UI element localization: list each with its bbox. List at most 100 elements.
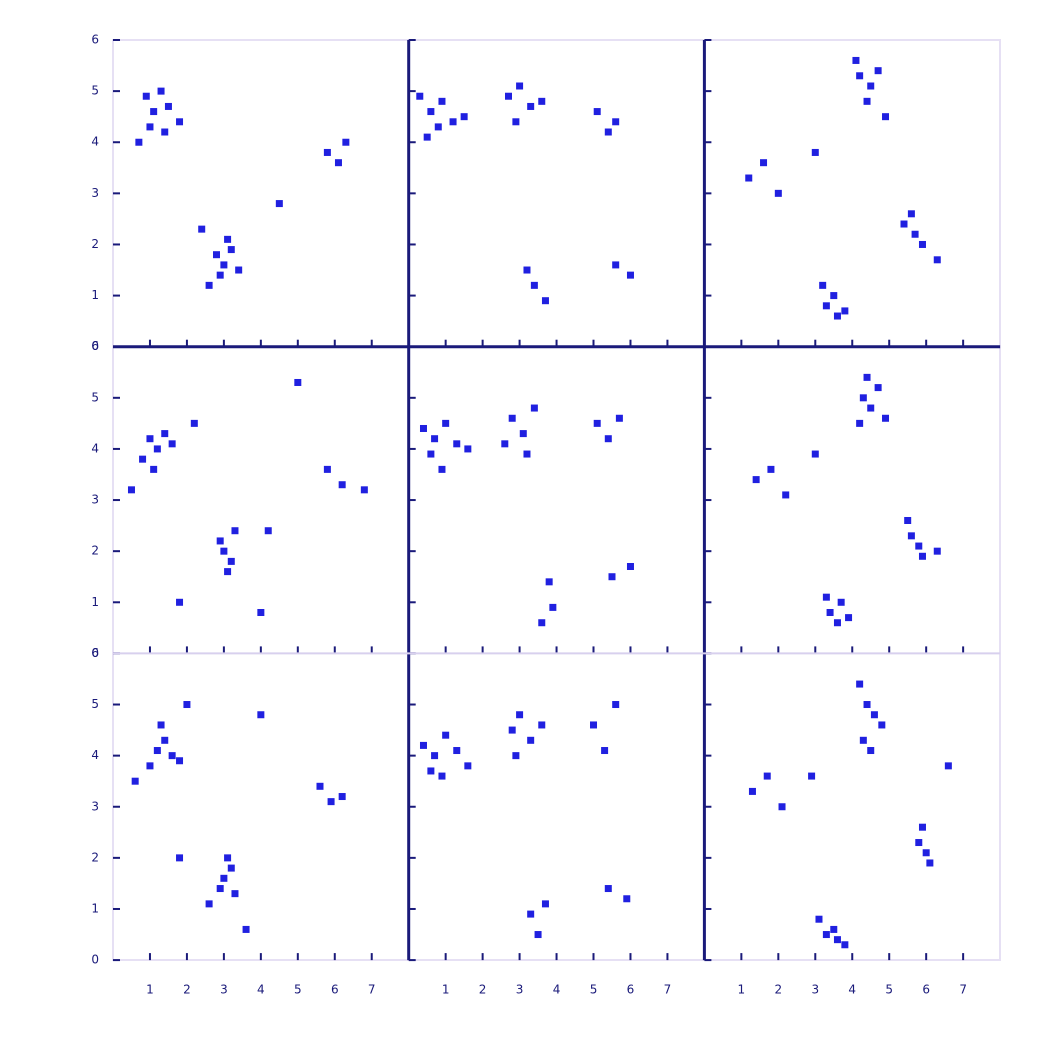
point: [135, 138, 143, 146]
point: [870, 711, 878, 719]
x-tick-label: 4: [257, 983, 265, 997]
point: [837, 598, 845, 606]
point: [453, 440, 461, 448]
y-tick-label: 1: [91, 288, 99, 302]
y-tick-label: 3: [91, 493, 99, 507]
point: [527, 736, 535, 744]
point: [944, 762, 952, 770]
point: [830, 925, 838, 933]
point: [161, 128, 169, 136]
point: [623, 895, 631, 903]
point: [334, 159, 342, 167]
point: [863, 97, 871, 105]
x-tick-label: 2: [775, 983, 783, 997]
point: [139, 455, 147, 463]
point: [933, 256, 941, 264]
x-tick-label: 3: [811, 983, 819, 997]
point: [157, 87, 165, 95]
point: [856, 680, 864, 688]
y-tick-label: 4: [91, 441, 99, 455]
point: [438, 97, 446, 105]
x-tick-label: 6: [922, 983, 930, 997]
point: [530, 281, 538, 289]
point: [423, 133, 431, 141]
point: [212, 251, 220, 259]
y-tick-label: 4: [91, 748, 99, 762]
point: [176, 598, 184, 606]
point: [227, 557, 235, 565]
point: [323, 148, 331, 156]
x-tick-label: 5: [885, 983, 893, 997]
y-tick-label: 6: [91, 33, 99, 47]
point: [841, 941, 849, 949]
point: [882, 113, 890, 121]
point: [220, 261, 228, 269]
point: [231, 527, 239, 535]
x-tick-label: 3: [516, 983, 524, 997]
point: [541, 297, 549, 305]
point: [146, 123, 154, 131]
point: [833, 936, 841, 944]
x-tick-label: 2: [183, 983, 191, 997]
point: [833, 619, 841, 627]
point: [220, 874, 228, 882]
point: [867, 404, 875, 412]
y-tick-label: 2: [91, 850, 99, 864]
x-tick-label: 7: [368, 983, 376, 997]
point: [183, 701, 191, 709]
x-tick-label: 4: [553, 983, 561, 997]
x-tick-label: 7: [959, 983, 967, 997]
point: [464, 445, 472, 453]
point: [882, 414, 890, 422]
point: [538, 619, 546, 627]
point: [168, 440, 176, 448]
point: [782, 491, 790, 499]
point: [460, 113, 468, 121]
point: [911, 230, 919, 238]
point: [431, 752, 439, 760]
point: [863, 701, 871, 709]
point: [508, 726, 516, 734]
point: [257, 711, 265, 719]
point: [822, 593, 830, 601]
x-tick-label: 7: [664, 983, 672, 997]
point: [852, 56, 860, 64]
point: [918, 552, 926, 560]
point: [338, 793, 346, 801]
point: [811, 148, 819, 156]
point: [176, 757, 184, 765]
point: [512, 118, 520, 126]
y-tick-label: 6: [91, 646, 99, 660]
point: [434, 123, 442, 131]
x-tick-label: 4: [848, 983, 856, 997]
point: [604, 885, 612, 893]
point: [516, 711, 524, 719]
point: [342, 138, 350, 146]
point: [442, 731, 450, 739]
point: [900, 220, 908, 228]
point: [926, 859, 934, 867]
point: [604, 128, 612, 136]
point: [915, 839, 923, 847]
point: [427, 108, 435, 116]
point: [523, 266, 531, 274]
y-tick-label: 5: [91, 697, 99, 711]
point: [774, 189, 782, 197]
y-tick-label: 3: [91, 186, 99, 200]
y-tick-label: 2: [91, 544, 99, 558]
point: [127, 486, 135, 494]
point: [608, 573, 616, 581]
point: [164, 102, 172, 110]
y-tick-label: 0: [91, 953, 99, 967]
x-tick-label: 1: [442, 983, 450, 997]
point: [142, 92, 150, 100]
point: [190, 419, 198, 427]
x-tick-label: 5: [590, 983, 598, 997]
point: [922, 849, 930, 857]
point: [519, 430, 527, 438]
y-tick-label: 0: [91, 339, 99, 353]
point: [161, 430, 169, 438]
point: [294, 378, 302, 386]
point: [856, 419, 864, 427]
